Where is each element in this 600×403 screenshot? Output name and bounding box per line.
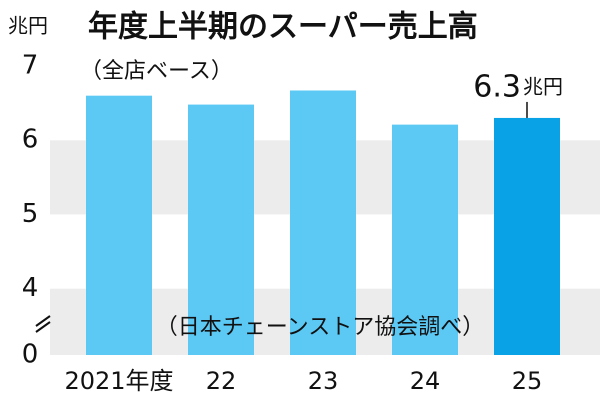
y-tick-label: 5 <box>22 199 39 229</box>
y-tick-label: 4 <box>22 273 39 303</box>
x-tick-label: 22 <box>206 367 237 395</box>
bar <box>188 104 254 355</box>
x-tick-label: 25 <box>512 367 543 395</box>
y-tick-label: 7 <box>22 51 39 81</box>
chart-title: 年度上半期のスーパー売上高 <box>88 10 478 45</box>
x-tick-label: 2021年度 <box>64 367 173 395</box>
x-tick-label: 24 <box>410 367 441 395</box>
y-tick-label: 0 <box>22 340 39 370</box>
bar <box>290 90 356 356</box>
y-axis-unit: 兆円 <box>8 14 48 38</box>
axis-break <box>35 315 51 333</box>
chart-subtitle: （全店ベース） <box>80 59 233 84</box>
break-mark <box>35 315 51 327</box>
value-label: 6.3 <box>473 69 521 104</box>
source-note: （日本チェーンストア協会調べ） <box>156 315 484 340</box>
x-tick-label: 23 <box>308 367 339 395</box>
y-tick-label: 6 <box>22 125 39 155</box>
bars <box>86 90 560 356</box>
bar <box>392 124 458 355</box>
value-label-unit: 兆円 <box>523 74 563 98</box>
bar <box>86 95 152 356</box>
break-mark <box>35 321 51 333</box>
bar <box>494 117 560 355</box>
